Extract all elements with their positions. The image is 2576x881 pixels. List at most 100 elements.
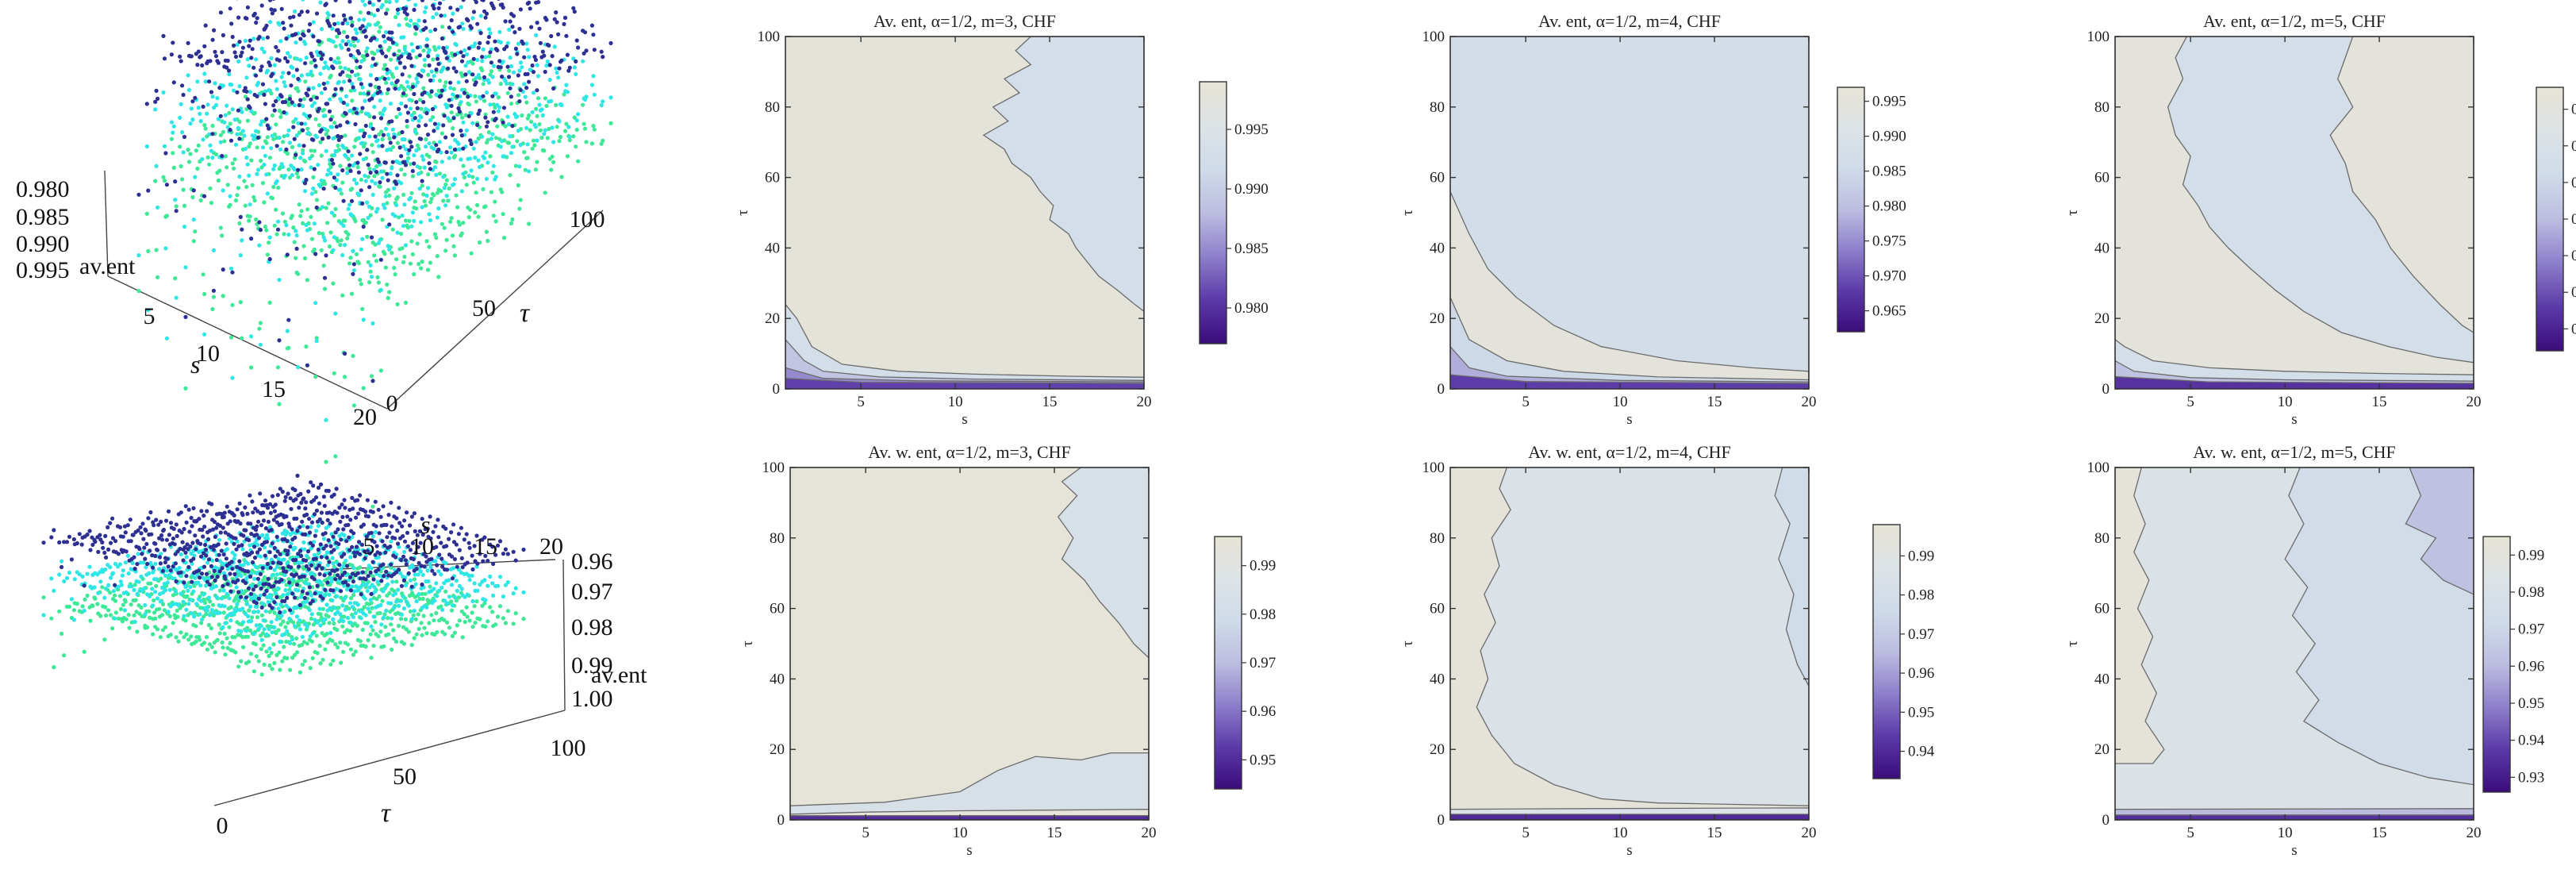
data-point [328, 117, 333, 122]
data-point [221, 33, 225, 38]
data-point [296, 175, 301, 179]
data-point [313, 301, 318, 306]
data-point [305, 624, 309, 629]
data-point [447, 537, 451, 541]
data-point [459, 87, 465, 92]
plot-area [790, 467, 1149, 820]
data-point [501, 552, 506, 556]
data-point [527, 0, 532, 5]
data-point [403, 558, 408, 563]
data-point [273, 502, 278, 507]
data-point [421, 614, 426, 618]
data-point [497, 0, 501, 1]
data-point [356, 136, 362, 140]
data-point [252, 110, 257, 115]
x-tick-label: 5 [1522, 825, 1530, 841]
data-point [360, 85, 365, 90]
data-point [430, 106, 436, 112]
data-point [195, 63, 200, 67]
data-point [422, 165, 427, 170]
data-point [321, 137, 325, 141]
data-point [342, 29, 347, 35]
data-point [275, 227, 281, 232]
data-point [463, 63, 468, 68]
data-point [263, 224, 267, 229]
data-point [347, 601, 353, 606]
data-point [370, 2, 376, 7]
data-point [278, 610, 282, 615]
data-point [345, 171, 350, 175]
data-point [387, 290, 392, 294]
data-point [244, 16, 249, 21]
data-point [592, 127, 597, 132]
data-point [448, 86, 453, 90]
data-point [301, 574, 306, 579]
data-point [527, 221, 532, 226]
data-point [331, 136, 336, 140]
data-point [328, 23, 332, 29]
axis-edge [213, 710, 566, 806]
data-point [493, 622, 498, 627]
data-point [205, 102, 210, 107]
data-point [441, 175, 446, 179]
data-point [376, 280, 381, 285]
data-point [148, 615, 152, 621]
data-point [285, 252, 290, 257]
data-point [216, 178, 221, 183]
data-point [531, 138, 536, 143]
data-point [274, 572, 279, 577]
data-point [486, 160, 490, 165]
data-point [67, 534, 72, 539]
data-point [194, 519, 198, 524]
data-point [403, 617, 408, 621]
x-tick-label: 10 [953, 825, 968, 841]
data-point [373, 529, 378, 535]
data-point [451, 116, 456, 121]
data-point [574, 127, 579, 133]
data-point [424, 37, 430, 42]
data-point [402, 254, 407, 260]
data-point [332, 214, 337, 218]
data-point [482, 98, 487, 103]
data-point [159, 585, 165, 591]
data-point [377, 594, 382, 599]
data-point [478, 40, 482, 45]
data-point [346, 39, 351, 44]
data-point [478, 552, 482, 556]
data-point [554, 10, 559, 15]
data-point [288, 641, 293, 646]
data-point [422, 57, 427, 62]
data-point [232, 513, 236, 518]
data-point [321, 187, 326, 191]
contour-region [2115, 375, 2474, 389]
data-point [501, 60, 505, 64]
data-point [201, 104, 205, 109]
chart-title: Av. ent, α=1/2, m=4, CHF [1538, 11, 1721, 31]
data-point [582, 126, 588, 131]
data-point [75, 602, 79, 606]
data-point [263, 575, 267, 579]
data-point [447, 186, 451, 190]
axis-edge [107, 275, 388, 410]
data-point [154, 248, 159, 252]
data-point [261, 518, 267, 523]
data-point [210, 123, 215, 129]
data-point [345, 102, 350, 107]
data-point [302, 181, 308, 186]
data-point [205, 537, 211, 542]
data-point [251, 137, 256, 141]
y-tick-label: 20 [770, 741, 785, 758]
data-point [571, 56, 576, 61]
data-point [576, 159, 581, 164]
data-point [424, 111, 429, 116]
data-point [459, 556, 464, 561]
x-tick-label: 10 [196, 340, 220, 367]
data-point [183, 594, 188, 599]
data-point [283, 56, 288, 60]
data-point [385, 67, 390, 72]
data-point [289, 565, 294, 570]
data-point [417, 118, 421, 123]
data-point [309, 563, 313, 568]
data-point [348, 52, 353, 58]
data-point [440, 221, 444, 226]
